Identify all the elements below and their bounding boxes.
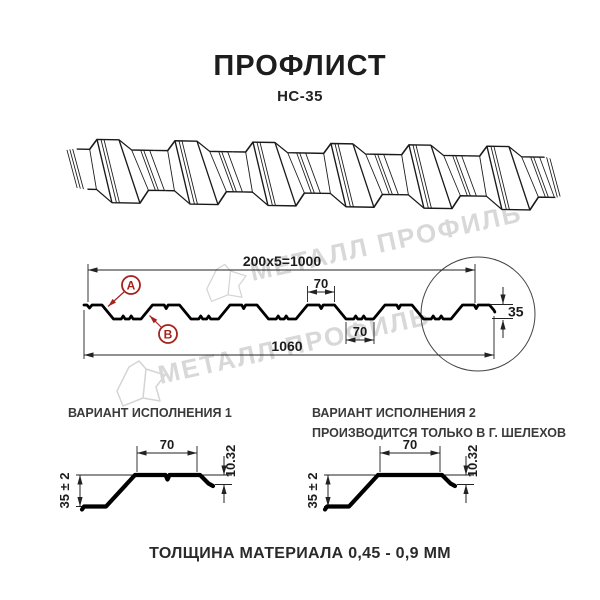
cross-section-diagram: 200x5=1000 70 70 35 1060 А bbox=[82, 253, 536, 372]
variant2-dim-lip: 10.32 bbox=[465, 445, 480, 478]
dim-top-flange: 70 bbox=[314, 276, 328, 291]
sheet-3d-view bbox=[61, 138, 566, 212]
callout-a: А bbox=[107, 275, 141, 307]
profile-model-subtitle: НС-35 bbox=[277, 88, 323, 105]
variant1-dim-height: 35 ± 2 bbox=[57, 472, 72, 508]
dim-bottom-flange: 70 bbox=[353, 324, 367, 339]
page-title: ПРОФЛИСТ bbox=[213, 50, 387, 82]
variant2-dim-width: 70 bbox=[403, 437, 417, 452]
callout-b-label: В bbox=[164, 328, 173, 342]
variant1-dim-lip: 10.32 bbox=[223, 445, 238, 478]
variant2-drawing: 70 35 ± 2 10.32 bbox=[305, 437, 480, 512]
variant1-header: ВАРИАНТ ИСПОЛНЕНИЯ 1 bbox=[68, 406, 232, 420]
profile-outline bbox=[82, 303, 497, 321]
dim-pitch-total: 200x5=1000 bbox=[243, 253, 321, 269]
variant1-dim-width: 70 bbox=[160, 437, 174, 452]
watermark-brand-text: МЕТАЛЛ ПРОФИЛЬ bbox=[247, 198, 525, 287]
variant1-profile-outline bbox=[79, 472, 216, 512]
material-thickness-note: ТОЛЩИНА МАТЕРИАЛА 0,45 - 0,9 ММ bbox=[149, 545, 451, 562]
variant2-header: ВАРИАНТ ИСПОЛНЕНИЯ 2 ПРОИЗВОДИТСЯ ТОЛЬКО… bbox=[312, 403, 566, 443]
variant1-drawing: 70 35 ± 2 10.32 bbox=[57, 437, 238, 512]
variant2-dim-height: 35 ± 2 bbox=[305, 472, 320, 508]
dim-overall-width: 1060 bbox=[271, 338, 302, 354]
callout-a-label: А bbox=[127, 279, 136, 293]
dim-profile-height: 35 bbox=[508, 304, 524, 320]
variant2-profile-outline bbox=[322, 472, 458, 512]
callout-b: В bbox=[149, 315, 178, 344]
variant2-header-line2: ПРОИЗВОДИТСЯ ТОЛЬКО В Г. ШЕЛЕХОВ bbox=[312, 426, 567, 440]
variant2-header-line1: ВАРИАНТ ИСПОЛНЕНИЯ 2 bbox=[312, 406, 476, 420]
watermark-layer: МЕТАЛЛ ПРОФИЛЬ МЕТАЛЛ ПРОФИЛЬ bbox=[116, 198, 525, 407]
